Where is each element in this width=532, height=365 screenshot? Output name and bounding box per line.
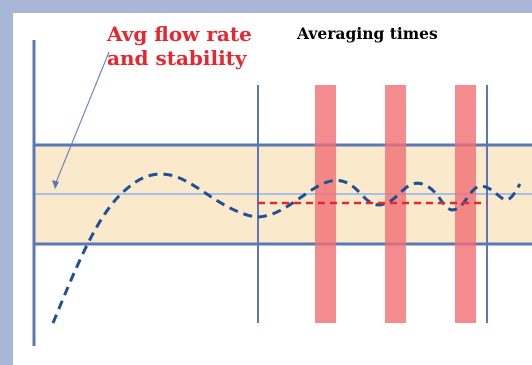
avg-flow-stability-label: Avg flow rate and stability [107, 24, 252, 72]
diagram-canvas [13, 13, 532, 365]
avg-flow-label-line2: and stability [107, 48, 252, 68]
avg-flow-label-line1: Avg flow rate [107, 24, 252, 44]
averaging-times-label: Averaging times [297, 26, 438, 42]
diagram-panel [13, 13, 532, 365]
